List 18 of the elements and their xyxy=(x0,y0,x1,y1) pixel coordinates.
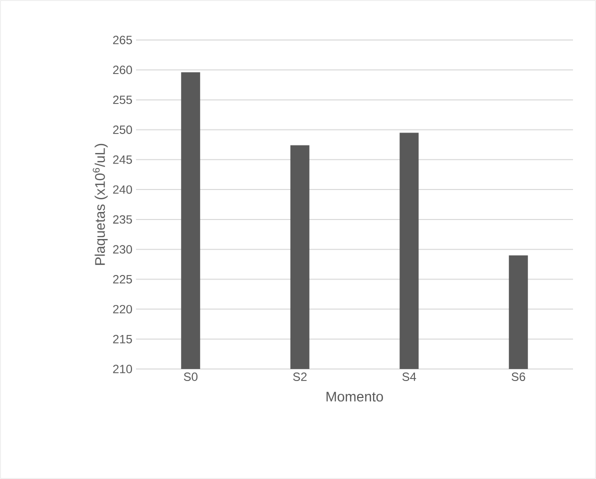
x-tick-label: S0 xyxy=(184,372,198,381)
y-tick-label: 265 xyxy=(113,36,132,44)
y-tick-label: 220 xyxy=(113,304,132,314)
x-axis-title: Momento xyxy=(326,392,383,402)
y-tick-label: 240 xyxy=(113,185,132,194)
y-tick-label: 255 xyxy=(113,96,132,104)
y-tick-label: 235 xyxy=(113,215,132,224)
x-tick-label: S6 xyxy=(512,372,526,381)
y-axis-title: Plaquetas (x10$^{6}$/uL) xyxy=(92,144,108,265)
y-tick-label: 245 xyxy=(113,155,132,164)
y-tick-label: 260 xyxy=(113,66,132,74)
y-tick-label: 210 xyxy=(113,364,132,374)
y-tick-label: 225 xyxy=(113,275,132,284)
x-tick-label: S2 xyxy=(293,372,307,381)
y-tick-label: 250 xyxy=(113,125,132,134)
y-tick-label: 215 xyxy=(113,334,132,344)
x-tick-label: S4 xyxy=(402,372,416,381)
y-tick-label: 230 xyxy=(113,245,132,254)
